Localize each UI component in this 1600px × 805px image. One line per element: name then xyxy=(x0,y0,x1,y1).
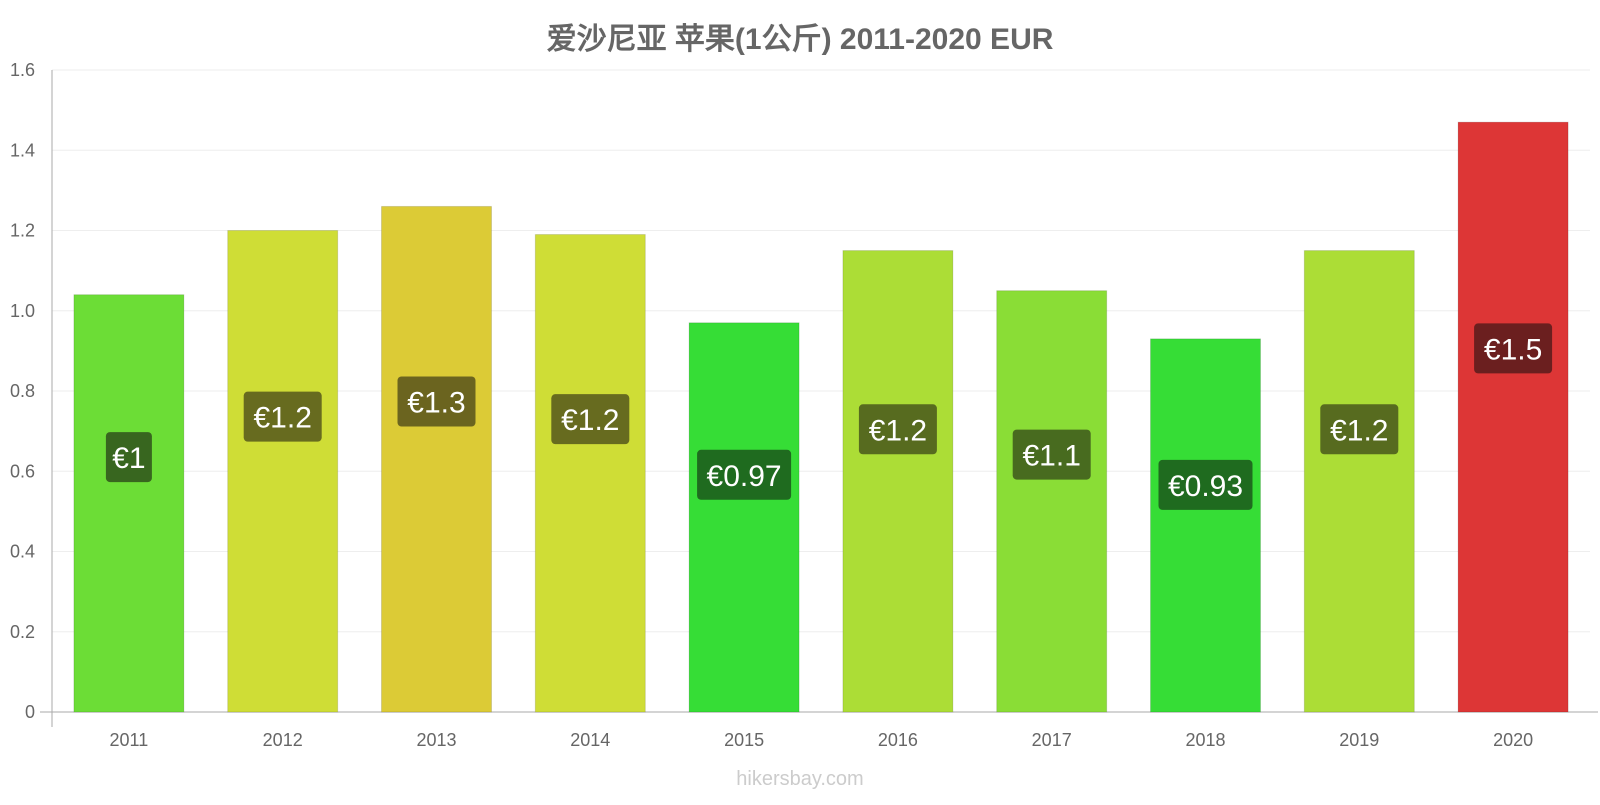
y-tick-label: 0.6 xyxy=(10,461,35,481)
data-label-background xyxy=(1012,429,1091,480)
y-tick-label: 1.6 xyxy=(10,60,35,80)
y-tick-label: 0.4 xyxy=(10,542,35,562)
data-label-background xyxy=(1474,323,1553,374)
bar xyxy=(1457,121,1569,713)
data-label-background xyxy=(697,449,792,500)
x-tick-label: 2017 xyxy=(1032,730,1072,750)
x-tick-label: 2015 xyxy=(724,730,764,750)
data-label-background xyxy=(551,394,630,445)
bar xyxy=(1150,338,1261,713)
y-tick-label: 0.8 xyxy=(10,381,35,401)
bar xyxy=(227,230,339,713)
x-tick-label: 2018 xyxy=(1185,730,1225,750)
x-tick-label: 2012 xyxy=(263,730,303,750)
watermark-text: hikersbay.com xyxy=(736,768,864,790)
y-tick-label: 1.2 xyxy=(10,221,35,241)
bar xyxy=(688,322,800,713)
x-tick-label: 2013 xyxy=(416,730,456,750)
y-tick-label: 1.0 xyxy=(10,301,35,321)
bar xyxy=(842,250,954,713)
y-tick-label: 0.2 xyxy=(10,622,35,642)
data-label: €0.93 xyxy=(1168,470,1243,503)
data-label-background xyxy=(243,391,322,442)
bar xyxy=(381,205,492,713)
data-label-background xyxy=(858,404,937,455)
data-label: €1.2 xyxy=(561,404,619,437)
bar xyxy=(73,294,185,713)
bar xyxy=(996,290,1108,713)
bar xyxy=(1303,250,1415,713)
data-label-background xyxy=(1158,459,1253,510)
data-label: €1 xyxy=(112,442,145,475)
data-label-background xyxy=(1320,404,1399,455)
data-label-background xyxy=(105,432,152,483)
data-label-background xyxy=(397,376,476,427)
x-tick-label: 2011 xyxy=(110,730,149,750)
data-label: €1.3 xyxy=(407,386,465,419)
y-tick-label: 1.4 xyxy=(10,140,35,160)
data-label: €0.97 xyxy=(707,460,782,493)
chart-title: 爱沙尼亚 苹果(1公斤) 2011-2020 EUR xyxy=(546,23,1054,56)
x-tick-label: 2019 xyxy=(1339,730,1379,750)
data-label: €1.5 xyxy=(1484,333,1542,366)
data-label: €1.1 xyxy=(1023,440,1081,473)
y-tick-label: 0 xyxy=(25,702,35,722)
data-label: €1.2 xyxy=(254,402,312,435)
bar xyxy=(534,234,646,713)
x-tick-label: 2016 xyxy=(878,730,918,750)
x-tick-label: 2020 xyxy=(1493,730,1533,750)
x-tick-label: 2014 xyxy=(570,730,610,750)
data-label: €1.2 xyxy=(1330,414,1388,447)
data-label: €1.2 xyxy=(869,414,927,447)
